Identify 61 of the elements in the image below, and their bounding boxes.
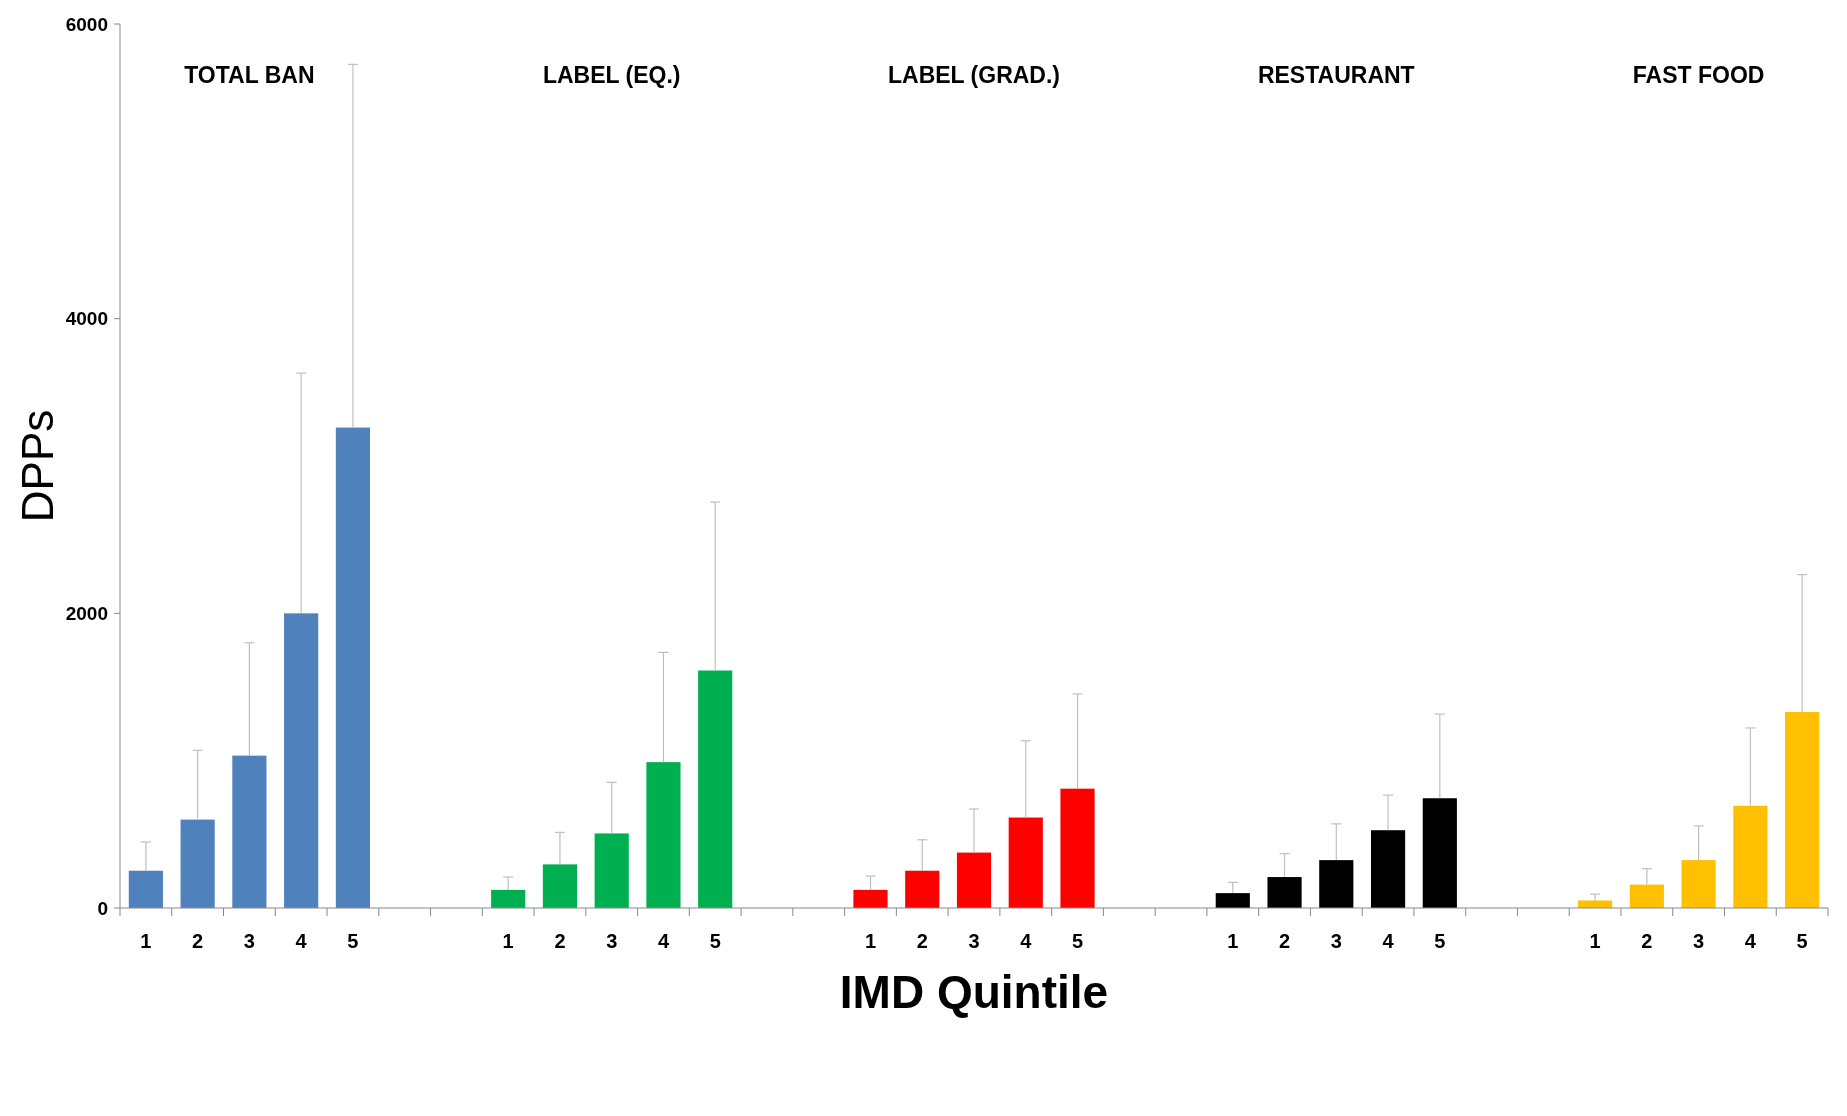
bar — [491, 889, 526, 908]
bar — [1319, 860, 1354, 908]
y-tick-label: 4000 — [65, 308, 108, 330]
x-tick-label: 1 — [140, 930, 152, 952]
bar — [1733, 805, 1768, 908]
x-tick-label: 3 — [968, 930, 980, 952]
y-axis-title: DPPs — [13, 409, 62, 523]
bar — [1370, 830, 1406, 908]
x-tick-label: 5 — [347, 930, 359, 952]
x-tick-label: 3 — [606, 930, 618, 952]
bar — [1060, 788, 1095, 908]
bar — [956, 852, 992, 908]
bar — [1422, 798, 1457, 908]
y-tick-label: 2000 — [65, 602, 108, 624]
bar — [1629, 884, 1664, 908]
x-tick-label: 3 — [1330, 930, 1342, 952]
bar — [646, 762, 681, 908]
annotation: RESTAURANT — [1257, 61, 1415, 88]
bar — [1267, 877, 1302, 908]
x-tick-label: 1 — [502, 930, 514, 952]
bar — [594, 833, 629, 908]
x-tick-label: 4 — [657, 930, 670, 952]
x-tick-label: 1 — [864, 930, 877, 952]
x-tick-label: 2 — [1641, 930, 1653, 952]
annotation: LABEL (GRAD.) — [887, 61, 1061, 88]
annotation: TOTAL BAN — [184, 61, 315, 88]
x-tick-label: 5 — [1071, 930, 1084, 952]
bar — [1681, 860, 1716, 908]
bar — [128, 870, 163, 908]
bar — [853, 889, 888, 908]
x-tick-label: 4 — [1744, 930, 1757, 952]
bar — [335, 427, 370, 908]
bar — [698, 670, 733, 908]
x-tick-label: 4 — [1020, 930, 1033, 952]
annotation: FAST FOOD — [1632, 61, 1765, 88]
x-tick-label: 5 — [1434, 930, 1446, 952]
x-tick-label: 1 — [1589, 930, 1601, 952]
x-tick-label: 5 — [709, 930, 721, 952]
bar — [542, 864, 578, 908]
bar — [1578, 900, 1613, 908]
annotation: LABEL (EQ.) — [542, 61, 681, 88]
x-tick-label: 1 — [1227, 930, 1239, 952]
x-tick-label: 3 — [243, 930, 255, 952]
x-tick-label: 5 — [1796, 930, 1808, 952]
x-tick-label: 3 — [1693, 930, 1705, 952]
bar — [905, 870, 940, 908]
x-tick-label: 2 — [192, 930, 204, 952]
x-axis-title: IMD Quintile — [839, 966, 1109, 1018]
bar — [180, 819, 215, 908]
y-tick-label: 6000 — [65, 13, 108, 35]
x-tick-label: 4 — [1382, 930, 1395, 952]
bar — [1785, 712, 1820, 908]
x-tick-label: 2 — [554, 930, 566, 952]
x-tick-label: 4 — [295, 930, 308, 952]
x-tick-label: 2 — [1278, 930, 1291, 952]
bar — [1008, 817, 1043, 908]
bar — [232, 755, 267, 908]
y-tick-label: 0 — [97, 897, 108, 919]
bar — [1215, 893, 1250, 908]
x-tick-label: 2 — [916, 930, 928, 952]
bar — [284, 613, 319, 908]
